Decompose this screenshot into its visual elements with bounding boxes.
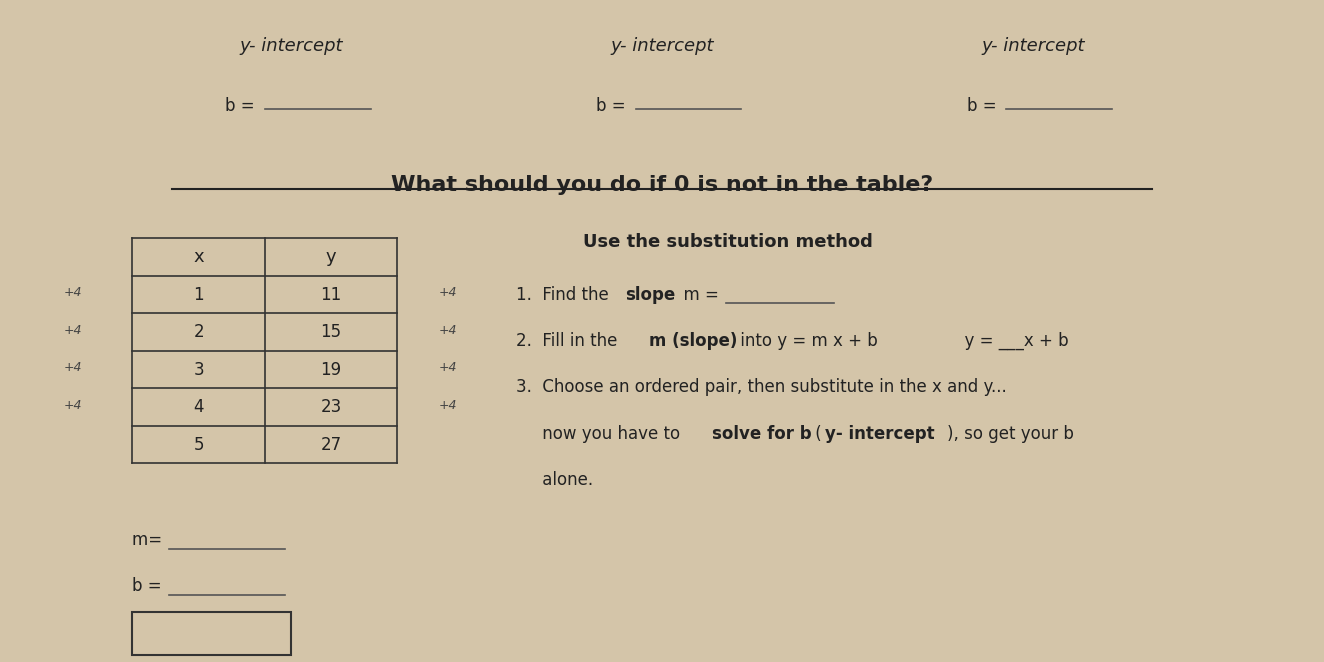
Text: y = ___x + b: y = ___x + b	[933, 332, 1068, 350]
Text: (: (	[810, 424, 822, 443]
Text: What should you do if 0 is not in the table?: What should you do if 0 is not in the ta…	[391, 175, 933, 195]
Text: y- intercept: y- intercept	[240, 37, 343, 56]
Text: 4: 4	[193, 398, 204, 416]
Text: +4: +4	[438, 399, 457, 412]
Text: 27: 27	[320, 436, 342, 453]
Text: y- intercept: y- intercept	[981, 37, 1084, 56]
Text: 1: 1	[193, 285, 204, 304]
Text: 2.  Fill in the: 2. Fill in the	[516, 332, 624, 350]
Text: 15: 15	[320, 323, 342, 341]
Text: b =: b =	[596, 97, 630, 115]
Text: +4: +4	[64, 399, 82, 412]
Text: b =: b =	[225, 97, 260, 115]
Text: b =: b =	[132, 577, 167, 595]
Bar	[132, 612, 291, 655]
Text: 3: 3	[193, 361, 204, 379]
Text: m=: m=	[132, 530, 168, 549]
Text: x: x	[193, 248, 204, 266]
Text: +4: +4	[438, 361, 457, 374]
Text: slope: slope	[625, 285, 675, 304]
Text: Use the substitution method: Use the substitution method	[584, 232, 873, 251]
Text: solve for b: solve for b	[712, 424, 812, 443]
Text: y: y	[326, 248, 336, 266]
Text: b =: b =	[967, 97, 1001, 115]
Text: into y = m x + b: into y = m x + b	[735, 332, 878, 350]
Text: 5: 5	[193, 436, 204, 453]
Text: 1.  Find the: 1. Find the	[516, 285, 614, 304]
Text: +4: +4	[64, 361, 82, 374]
Text: 2: 2	[193, 323, 204, 341]
Text: y- intercept: y- intercept	[610, 37, 714, 56]
Text: +4: +4	[438, 324, 457, 337]
Text: +4: +4	[64, 324, 82, 337]
Text: +4: +4	[64, 286, 82, 299]
Text: 23: 23	[320, 398, 342, 416]
Text: 19: 19	[320, 361, 342, 379]
Text: m (slope): m (slope)	[649, 332, 737, 350]
Text: 11: 11	[320, 285, 342, 304]
Text: m =: m =	[673, 285, 724, 304]
Text: +4: +4	[438, 286, 457, 299]
Text: ), so get your b: ), so get your b	[947, 424, 1074, 443]
Text: 3.  Choose an ordered pair, then substitute in the x and y...: 3. Choose an ordered pair, then substitu…	[516, 378, 1008, 397]
Text: y- intercept: y- intercept	[825, 424, 935, 443]
Text: now you have to: now you have to	[516, 424, 686, 443]
Text: alone.: alone.	[516, 471, 593, 489]
